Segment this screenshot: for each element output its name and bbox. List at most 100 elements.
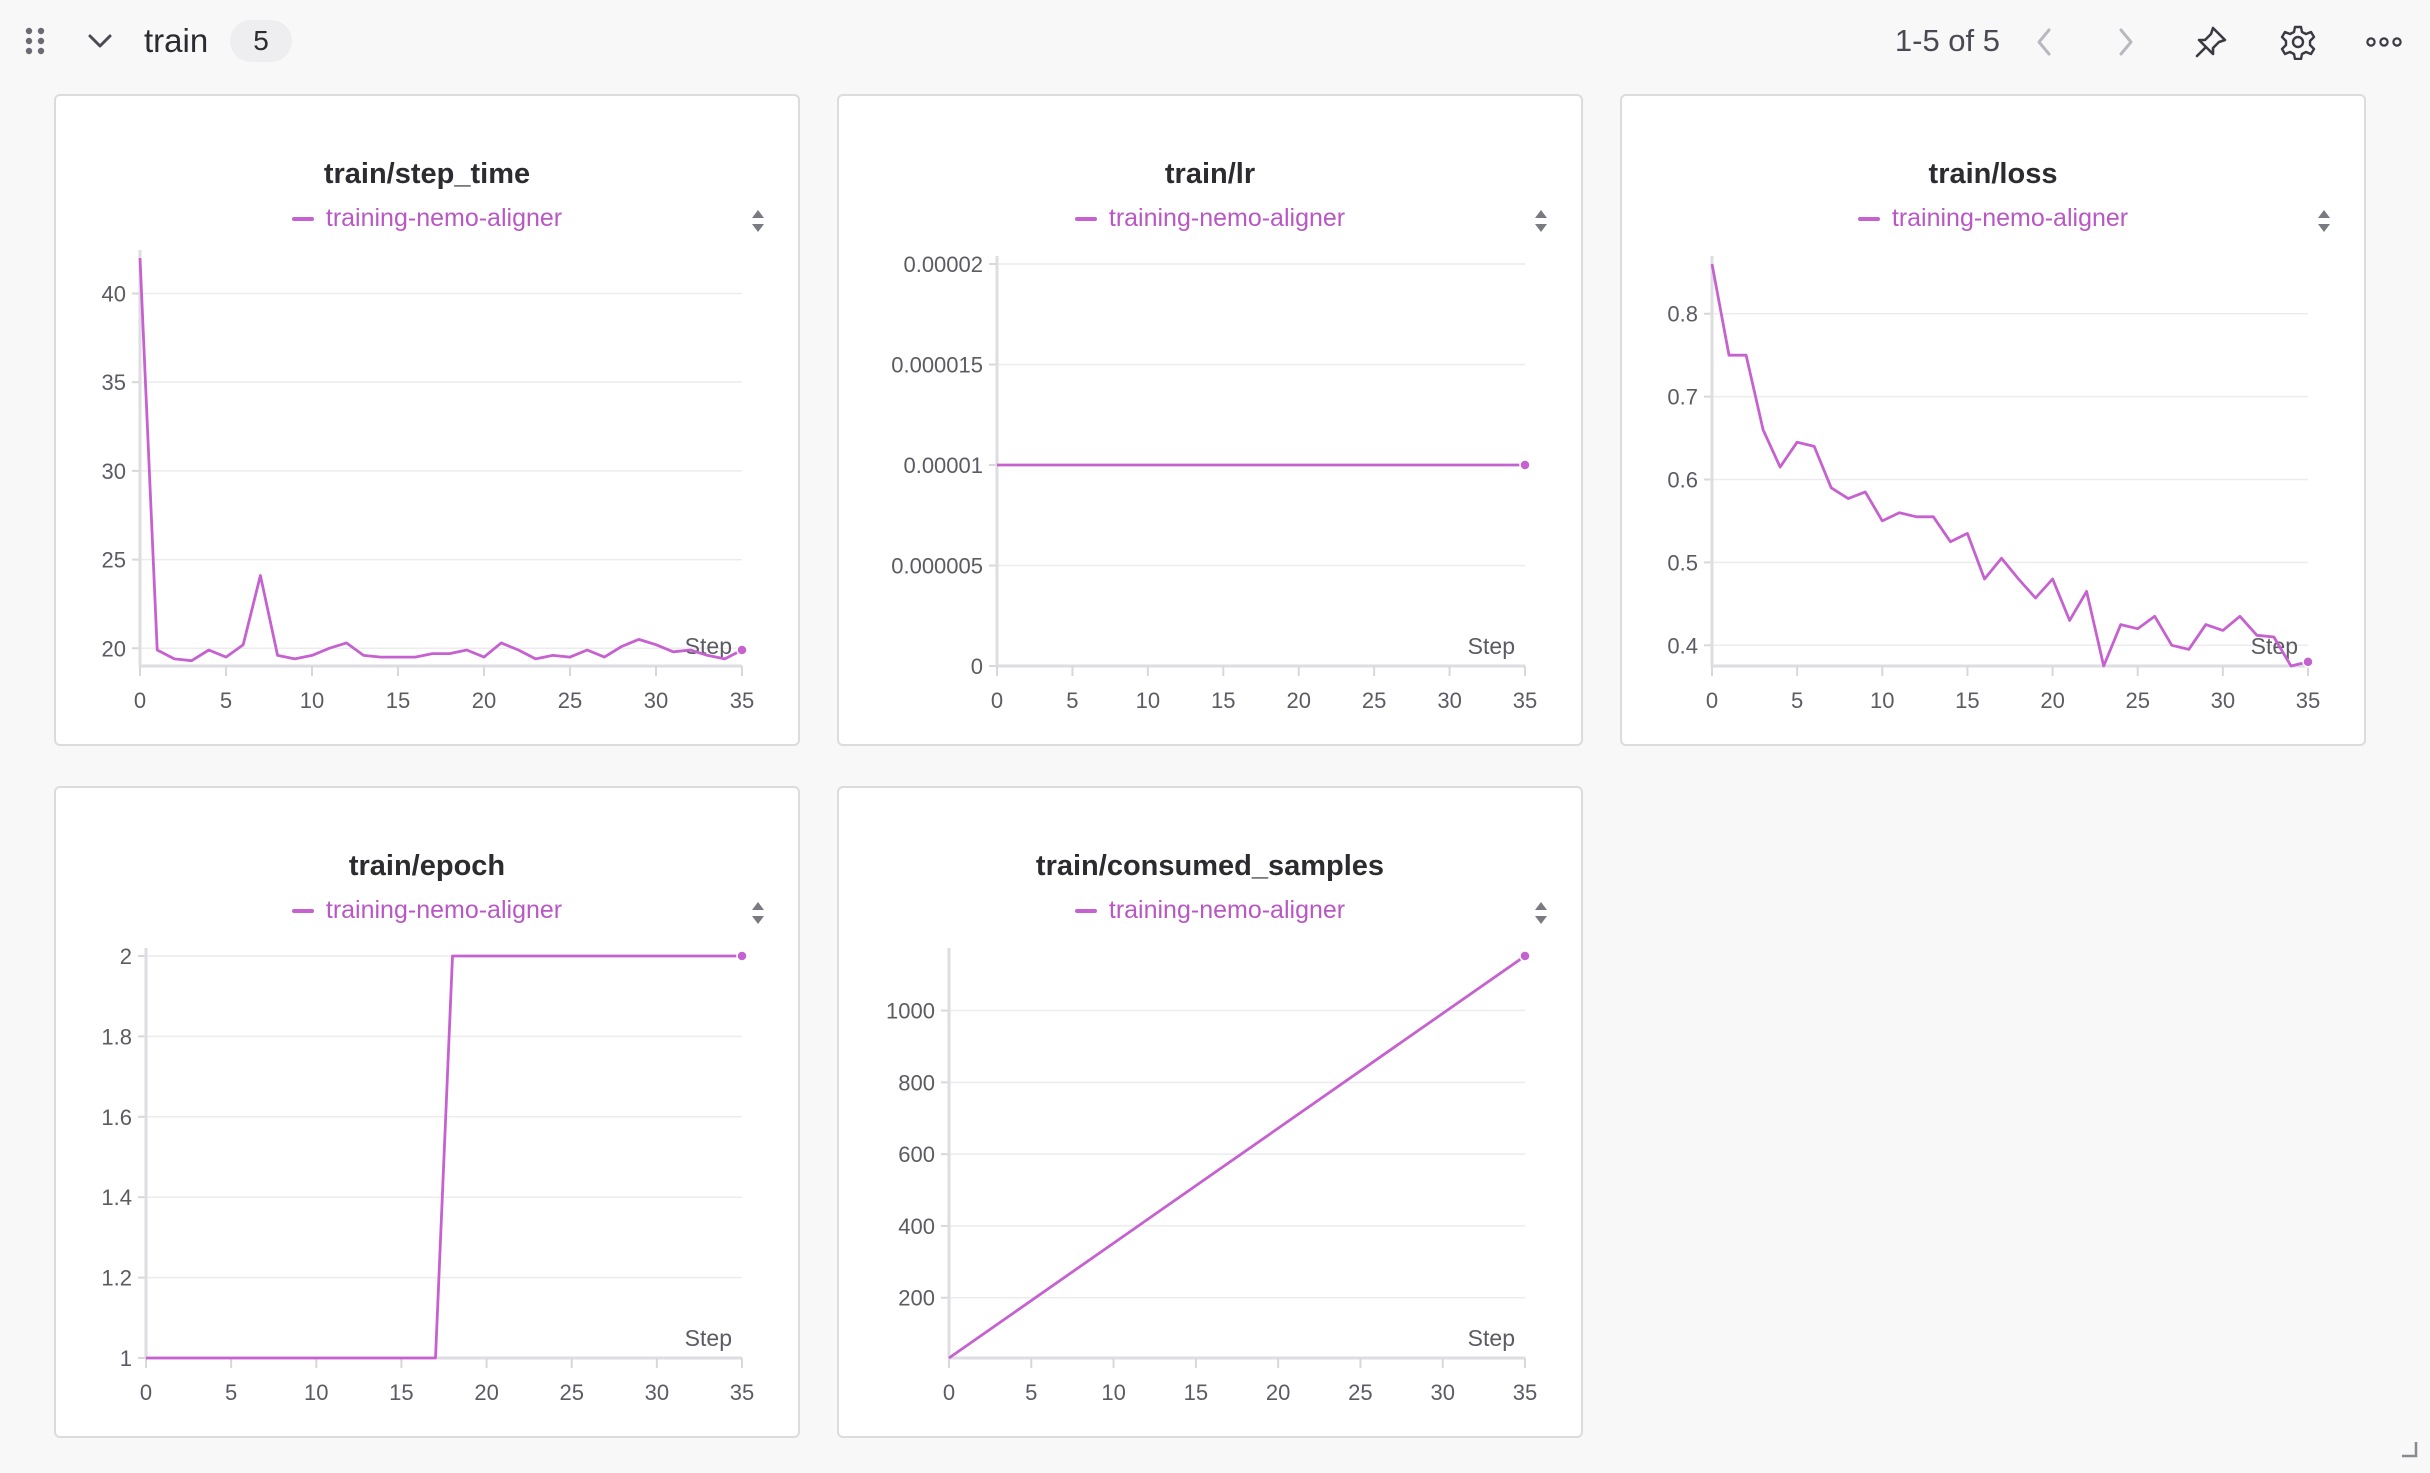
legend-swatch: [1074, 216, 1097, 221]
y-tick-label: 400: [898, 1214, 935, 1239]
y-tick-label: 0.000005: [891, 554, 983, 579]
chart-panel-step-time[interactable]: 20 25 30 35 40 0 5 10 15 20 25 30 35 Step train/step_…: [54, 94, 800, 746]
chevron-down-icon[interactable]: [82, 22, 118, 60]
x-tick-label: 5: [220, 688, 232, 713]
legend-swatch: [1857, 216, 1880, 221]
y-tick-label: 0: [971, 654, 983, 679]
sort-toggle-icon[interactable]: [1531, 898, 1551, 928]
series-endpoint[interactable]: [1519, 950, 1531, 962]
gear-icon[interactable]: [2274, 18, 2322, 66]
chart-panel-consumed-samples[interactable]: 200 400 600 800 1000 0 5 10 15 20 25 30 35 Step train…: [837, 786, 1583, 1438]
pin-icon[interactable]: [2188, 18, 2234, 66]
chart-panel-lr[interactable]: 0 0.000005 0.00001 0.000015 0.00002 0 5 10 15 20 2…: [837, 94, 1583, 746]
x-tick-label: 35: [730, 1380, 754, 1405]
chart-title: train/step_time: [323, 158, 531, 190]
x-tick-label: 25: [1348, 1380, 1372, 1405]
x-tick-label: 0: [134, 688, 146, 713]
chart-consumed-samples[interactable]: 200 400 600 800 1000 0 5 10 15 20 25 30 35 Step: [839, 788, 1585, 1440]
x-tick-label: 15: [1211, 688, 1235, 713]
x-tick-label: 30: [1430, 1380, 1454, 1405]
y-tick-label: 800: [898, 1070, 935, 1095]
chart-panel-epoch[interactable]: 1 1.2 1.4 1.6 1.8 2 0 5 10 15 20 25 30 35 Step train/e…: [54, 786, 800, 1438]
x-axis-label: Step: [685, 1325, 732, 1351]
y-tick-label: 30: [102, 459, 126, 484]
x-tick-label: 35: [1513, 1380, 1537, 1405]
y-tick-label: 1.6: [101, 1105, 132, 1130]
chart-legend[interactable]: training-nemo-aligner: [839, 896, 1581, 925]
legend-series-name: training-nemo-aligner: [1108, 896, 1346, 924]
x-tick-label: 5: [225, 1380, 237, 1405]
x-tick-label: 10: [304, 1380, 328, 1405]
y-tick-label: 2: [120, 944, 132, 969]
chart-lr[interactable]: 0 0.000005 0.00001 0.000015 0.00002 0 5 10 15 20 2…: [839, 96, 1585, 748]
y-tick-label: 600: [898, 1142, 935, 1167]
sort-toggle-icon[interactable]: [748, 898, 768, 928]
sort-toggle-icon[interactable]: [748, 206, 768, 236]
series-line[interactable]: [146, 954, 742, 1360]
chart-panel-loss[interactable]: 0.4 0.5 0.6 0.7 0.8 0 5 10 15 20 25 30 35 Step train/…: [1620, 94, 2366, 746]
drag-handle-icon[interactable]: [18, 22, 52, 60]
sort-toggle-icon[interactable]: [1531, 206, 1551, 236]
resize-handle-icon[interactable]: [2398, 1438, 2420, 1460]
x-tick-label: 15: [1184, 1380, 1208, 1405]
legend-swatch: [291, 908, 314, 913]
chart-legend[interactable]: training-nemo-aligner: [839, 204, 1581, 233]
series-line[interactable]: [948, 954, 1526, 1360]
y-tick-label: 200: [898, 1286, 935, 1311]
x-tick-label: 20: [1286, 688, 1310, 713]
x-tick-label: 0: [1706, 688, 1718, 713]
x-tick-label: 30: [1437, 688, 1461, 713]
series-endpoint[interactable]: [2302, 656, 2314, 668]
y-tick-label: 0.6: [1667, 468, 1698, 493]
pagination-text: 1-5 of 5: [1894, 23, 2000, 58]
x-tick-label: 0: [140, 1380, 152, 1405]
group-title[interactable]: train: [144, 22, 209, 59]
chart-legend[interactable]: training-nemo-aligner: [56, 896, 798, 925]
legend-swatch: [1074, 908, 1097, 913]
x-tick-label: 20: [474, 1380, 498, 1405]
x-tick-label: 30: [644, 688, 668, 713]
chart-title: train/loss: [1928, 158, 2058, 190]
x-tick-label: 15: [386, 688, 410, 713]
x-tick-label: 0: [943, 1380, 955, 1405]
chevron-left-icon[interactable]: [2024, 20, 2064, 64]
legend-swatch: [291, 216, 314, 221]
legend-series-name: training-nemo-aligner: [1891, 204, 2129, 232]
x-tick-label: 5: [1066, 688, 1078, 713]
y-tick-label: 1.4: [101, 1185, 132, 1210]
chart-title: train/consumed_samples: [1035, 850, 1385, 882]
y-tick-label: 0.7: [1667, 385, 1698, 410]
more-horizontal-icon[interactable]: [2360, 18, 2408, 66]
series-endpoint[interactable]: [736, 950, 748, 962]
sort-toggle-icon[interactable]: [2314, 206, 2334, 236]
series-endpoint[interactable]: [736, 644, 748, 656]
x-tick-label: 20: [472, 688, 496, 713]
x-tick-label: 10: [1136, 688, 1160, 713]
y-tick-label: 0.000015: [891, 353, 983, 378]
legend-series-name: training-nemo-aligner: [1108, 204, 1346, 232]
series-endpoint[interactable]: [1519, 459, 1531, 471]
y-tick-label: 0.8: [1667, 302, 1698, 327]
y-tick-label: 20: [102, 636, 126, 661]
x-tick-label: 35: [730, 688, 754, 713]
chart-legend[interactable]: training-nemo-aligner: [1622, 204, 2364, 233]
x-tick-label: 35: [2296, 688, 2320, 713]
x-tick-label: 20: [2040, 688, 2064, 713]
group-count-badge: 5: [230, 20, 292, 62]
x-tick-label: 5: [1791, 688, 1803, 713]
chart-legend[interactable]: training-nemo-aligner: [56, 204, 798, 233]
chevron-right-icon[interactable]: [2106, 20, 2146, 64]
y-tick-label: 0.4: [1667, 633, 1698, 658]
legend-series-name: training-nemo-aligner: [325, 204, 563, 232]
series-line[interactable]: [138, 257, 743, 663]
x-axis-label: Step: [1468, 633, 1515, 659]
legend-series-name: training-nemo-aligner: [325, 896, 563, 924]
y-tick-label: 1: [120, 1346, 132, 1371]
series-line[interactable]: [1710, 263, 2309, 668]
y-tick-label: 1.2: [101, 1266, 132, 1291]
y-tick-label: 0.00001: [903, 453, 983, 478]
chart-title: train/lr: [1164, 158, 1256, 190]
